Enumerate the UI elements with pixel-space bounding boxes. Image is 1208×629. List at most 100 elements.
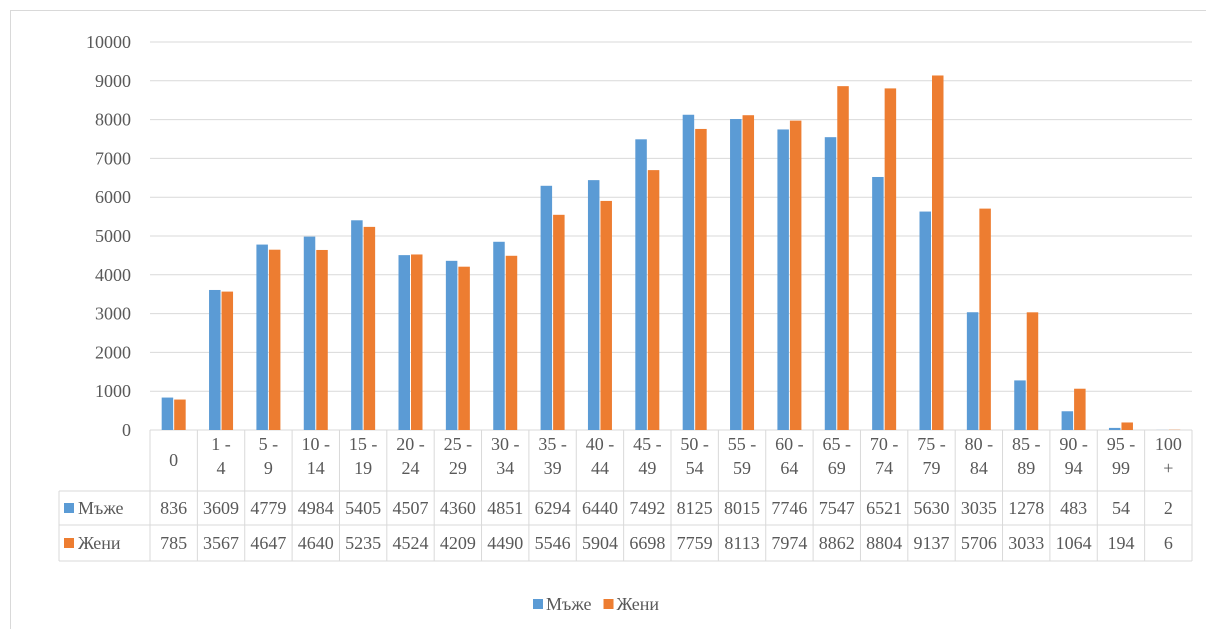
- x-category-label: 45 -: [633, 434, 662, 454]
- bar-male-1: [209, 289, 221, 430]
- x-category-label: 0: [169, 450, 178, 470]
- data-table-value: 194: [1107, 533, 1134, 553]
- data-table-value: 3033: [1008, 533, 1044, 553]
- x-category-label: 84: [970, 458, 988, 478]
- bar-female-4: [363, 226, 376, 430]
- data-table-value: 836: [160, 498, 187, 518]
- data-table-value: 1278: [1008, 498, 1044, 518]
- x-category-label: 25 -: [444, 434, 473, 454]
- x-category-label: 59: [733, 458, 751, 478]
- y-tick-label: 9000: [95, 71, 131, 91]
- x-category-label: 20 -: [396, 434, 425, 454]
- data-table-value: 8125: [677, 498, 713, 518]
- x-category-label: 89: [1017, 458, 1035, 478]
- table-legend-key-female: [64, 538, 74, 548]
- data-table-value: 3609: [203, 498, 239, 518]
- y-tick-label: 10000: [86, 32, 131, 52]
- bar-female-2: [268, 249, 281, 430]
- bar-male-0: [161, 397, 174, 430]
- x-category-label: 99: [1112, 458, 1130, 478]
- bar-male-8: [540, 185, 553, 430]
- data-table-value: 3035: [961, 498, 997, 518]
- bar-female-5: [411, 254, 423, 430]
- data-table-value: 5706: [961, 533, 997, 553]
- bar-male-5: [398, 255, 410, 430]
- x-category-label: 50 -: [680, 434, 709, 454]
- data-table-value: 5904: [582, 533, 618, 553]
- data-table-value: 9137: [914, 533, 950, 553]
- data-table-value: 3567: [203, 533, 239, 553]
- data-table-value: 2: [1164, 498, 1173, 518]
- bar-male-12: [730, 119, 742, 430]
- data-table-value: 5405: [345, 498, 381, 518]
- chart-frame: [10, 10, 1206, 629]
- data-table-value: 4851: [487, 498, 523, 518]
- bar-female-7: [505, 255, 518, 430]
- y-tick-label: 1000: [95, 381, 131, 401]
- data-table-value: 483: [1060, 498, 1087, 518]
- data-table-value: 8804: [866, 533, 902, 553]
- x-category-label: 54: [686, 458, 704, 478]
- data-table-value: 8862: [819, 533, 855, 553]
- x-category-label: 44: [591, 458, 609, 478]
- x-category-label: 10 -: [302, 434, 331, 454]
- data-table-value: 4640: [298, 533, 334, 553]
- bar-female-9: [600, 200, 612, 430]
- y-tick-label: 6000: [95, 187, 131, 207]
- data-table-value: 4507: [393, 498, 429, 518]
- data-table-value: 7746: [771, 498, 807, 518]
- x-category-label: 14: [307, 458, 325, 478]
- bar-female-8: [553, 214, 565, 430]
- y-tick-label: 0: [122, 420, 131, 440]
- x-category-label: 94: [1065, 458, 1083, 478]
- x-category-label: 95 -: [1107, 434, 1136, 454]
- data-table-value: 6521: [866, 498, 902, 518]
- x-category-label: 39: [544, 458, 562, 478]
- bar-male-20: [1108, 427, 1121, 430]
- legend-label: Мъже: [546, 594, 592, 614]
- data-table-value: 7492: [629, 498, 665, 518]
- bar-female-3: [316, 249, 328, 430]
- data-table-value: 54: [1112, 498, 1130, 518]
- x-category-label: +: [1163, 458, 1173, 478]
- legend-key-female: [603, 599, 614, 609]
- x-category-label: 19: [354, 458, 372, 478]
- bar-male-4: [351, 220, 363, 430]
- y-tick-label: 3000: [95, 304, 131, 324]
- data-table-value: 1064: [1056, 533, 1092, 553]
- x-category-label: 1 -: [211, 434, 231, 454]
- x-category-label: 30 -: [491, 434, 520, 454]
- bar-female-0: [174, 399, 186, 430]
- data-table-value: 4779: [250, 498, 286, 518]
- x-category-label: 49: [638, 458, 656, 478]
- x-category-label: 79: [923, 458, 941, 478]
- data-table-value: 5546: [535, 533, 571, 553]
- bar-female-19: [1074, 388, 1086, 430]
- bar-male-7: [493, 241, 505, 430]
- legend-label: Жени: [617, 594, 660, 614]
- bar-male-14: [824, 137, 837, 431]
- data-table-value: 6698: [629, 533, 665, 553]
- table-series-name: Жени: [78, 533, 121, 553]
- bar-male-13: [777, 129, 789, 430]
- bar-male-6: [445, 260, 458, 430]
- x-category-label: 90 -: [1059, 434, 1088, 454]
- x-category-label: 5 -: [259, 434, 279, 454]
- bar-female-14: [837, 86, 849, 430]
- legend-key-male: [533, 599, 543, 609]
- bar-female-1: [221, 291, 234, 430]
- data-table-value: 5235: [345, 533, 381, 553]
- x-category-label: 34: [496, 458, 514, 478]
- bar-male-11: [682, 114, 695, 430]
- x-category-label: 65 -: [823, 434, 852, 454]
- data-table-value: 4647: [250, 533, 286, 553]
- data-table-value: 7974: [771, 533, 807, 553]
- y-tick-label: 7000: [95, 148, 131, 168]
- data-table-value: 6: [1164, 533, 1173, 553]
- data-table-value: 7547: [819, 498, 855, 518]
- bar-female-16: [932, 75, 944, 430]
- bar-female-17: [979, 208, 991, 430]
- bar-male-10: [635, 139, 647, 430]
- bar-male-18: [1014, 380, 1026, 430]
